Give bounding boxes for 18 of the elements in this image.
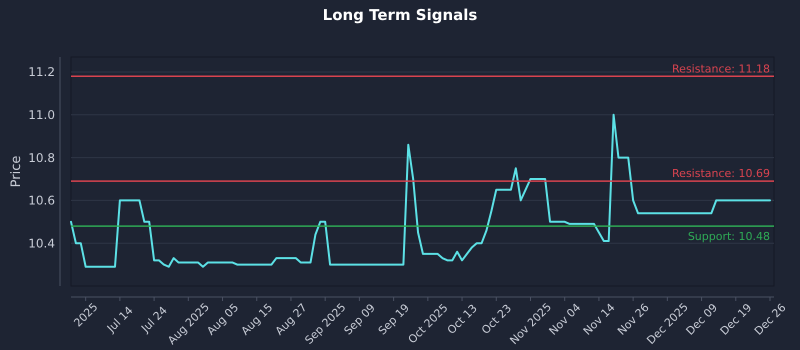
x-tick-label: Jul 14	[104, 304, 136, 336]
ref-line-label: Support: 10.48	[688, 230, 770, 244]
y-tick-label: 11.2	[28, 65, 55, 80]
line-series	[70, 114, 771, 268]
x-tick-label: Dec 19	[718, 301, 754, 338]
x-tick-label: Oct 23	[479, 302, 514, 337]
y-tick-label: 10.6	[28, 194, 55, 208]
ref-line-label: Resistance: 10.69	[672, 167, 770, 180]
y-tick-label: 11.0	[28, 108, 55, 122]
x-tick-label: Jul 24	[138, 304, 170, 336]
x-tick-label: Dec 26	[752, 301, 789, 338]
chart-title: Long Term Signals	[322, 6, 478, 24]
y-tick-label: 10.8	[28, 150, 55, 165]
x-tick-label: Aug 15	[238, 301, 276, 338]
ref-line-label: Resistance: 11.18	[672, 62, 770, 76]
y-axis-title: Price	[9, 156, 24, 188]
x-tick-label: Nov 14	[580, 301, 618, 338]
y-tick-label: 10.4	[28, 236, 55, 250]
